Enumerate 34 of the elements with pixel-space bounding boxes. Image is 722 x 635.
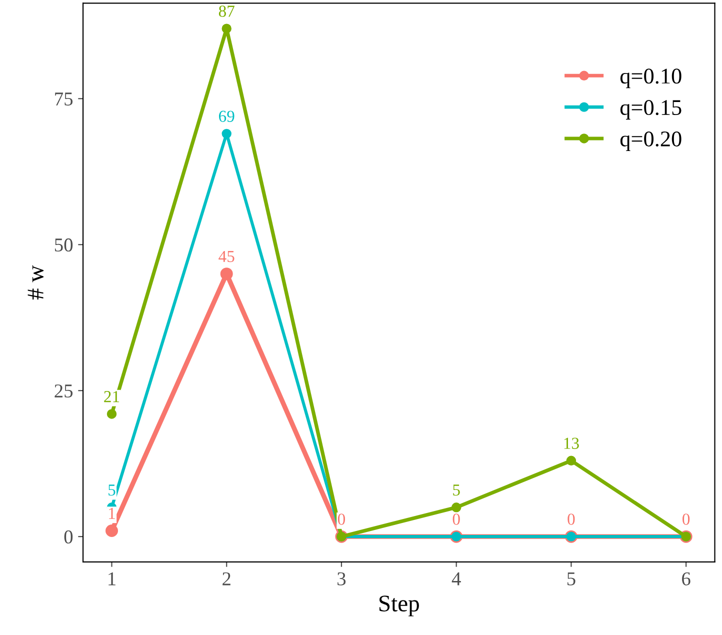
- y-axis-title: # w: [28, 265, 44, 300]
- data-label: 5: [108, 484, 116, 496]
- data-label: 45: [218, 250, 234, 262]
- data-label: 0: [682, 514, 690, 525]
- x-tick-label: 4: [452, 572, 461, 586]
- point: [566, 456, 576, 466]
- data-label: 0: [338, 514, 346, 525]
- legend-label: q=0.10: [620, 68, 682, 88]
- point: [105, 524, 118, 537]
- legend-label: q=0.20: [620, 131, 682, 151]
- x-tick-label: 1: [108, 572, 116, 586]
- y-tick-label: 75: [55, 92, 73, 106]
- y-tick-label: 50: [54, 238, 73, 252]
- point: [220, 268, 233, 280]
- data-label: 5: [453, 484, 460, 496]
- data-label: 13: [564, 438, 579, 449]
- data-label: 87: [218, 6, 234, 17]
- point: [106, 409, 117, 419]
- x-tick-label: 6: [682, 572, 690, 586]
- y-tick-label: 25: [54, 384, 73, 398]
- data-label: 0: [452, 514, 460, 525]
- data-label: 69: [218, 110, 234, 122]
- point: [451, 502, 462, 512]
- x-axis-title: Step: [379, 596, 419, 616]
- data-label: 1: [109, 508, 115, 519]
- y-tick-label: 0: [64, 530, 73, 544]
- point: [222, 128, 232, 139]
- data-label: 0: [568, 514, 575, 525]
- legend-label: q=0.15: [620, 100, 682, 120]
- point: [222, 24, 232, 34]
- data-label: 21: [104, 391, 120, 402]
- x-tick-label: 2: [222, 572, 230, 586]
- x-tick-label: 3: [338, 572, 346, 586]
- x-tick-label: 5: [567, 572, 576, 586]
